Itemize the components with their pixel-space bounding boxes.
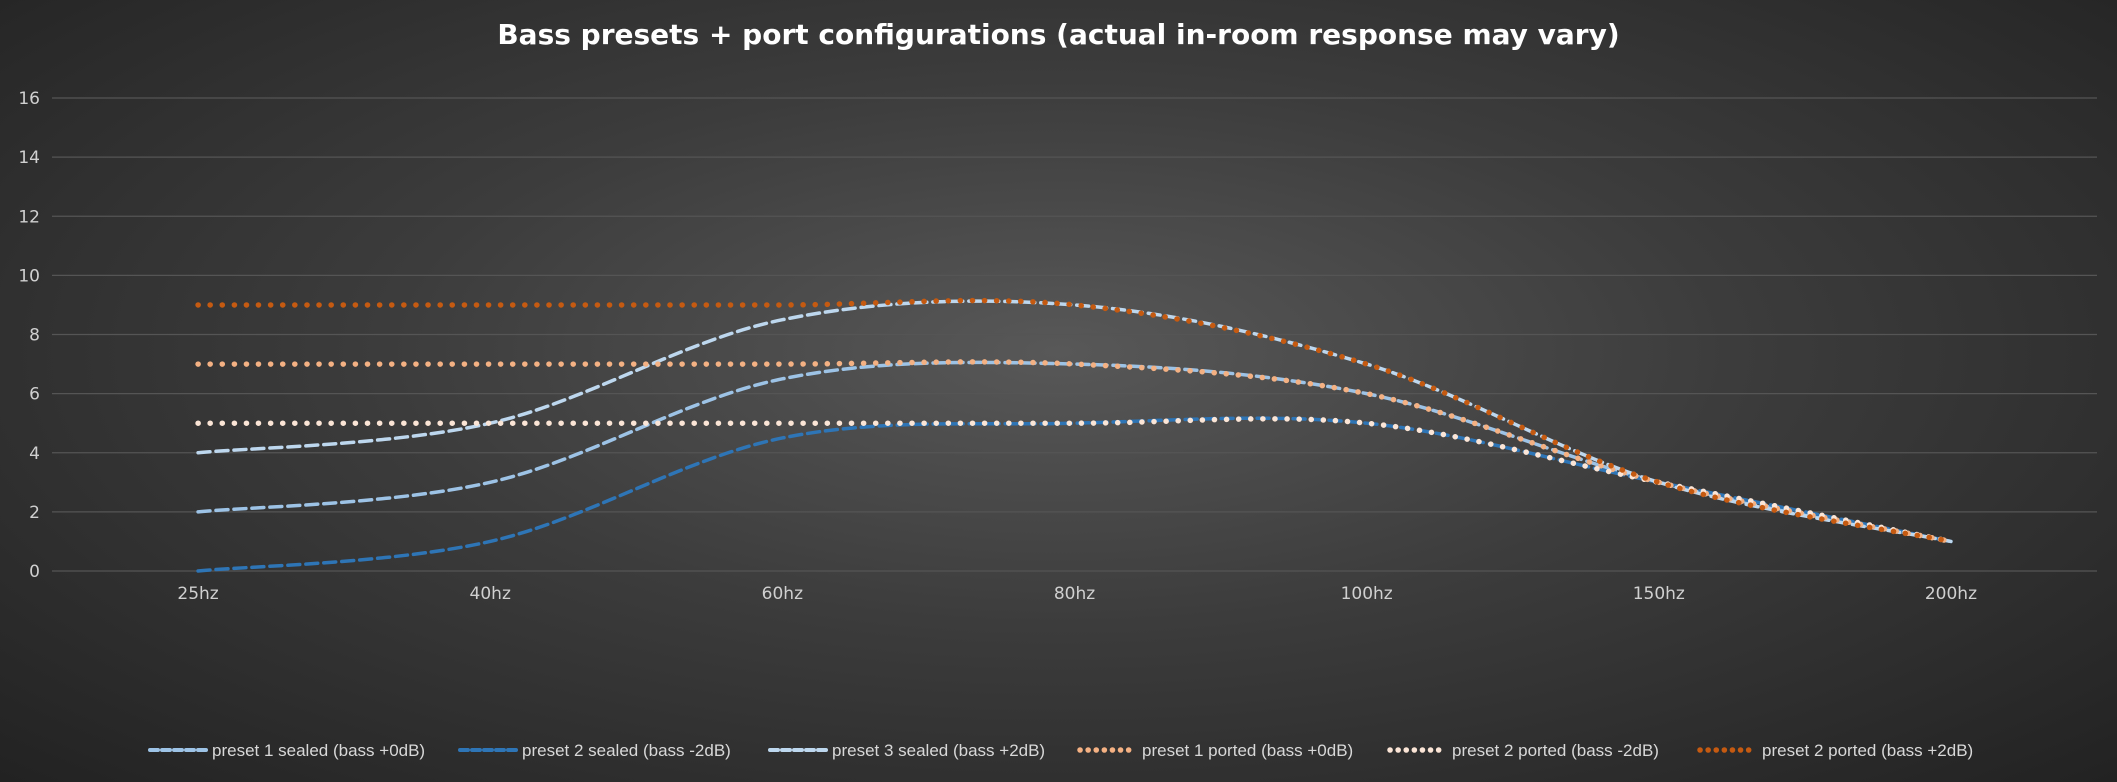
y-tick-label: 12 (18, 207, 40, 227)
legend-label: preset 2 ported (bass +2dB) (1762, 741, 1973, 760)
series-line-5 (195, 416, 1954, 545)
y-tick-label: 8 (29, 326, 40, 346)
x-tick-label: 80hz (1054, 584, 1095, 604)
y-tick-label: 10 (18, 266, 40, 286)
legend-label: preset 3 sealed (bass +2dB) (832, 741, 1045, 760)
x-tick-label: 100hz (1341, 584, 1393, 604)
y-tick-label: 14 (18, 148, 40, 168)
x-tick-label: 40hz (470, 584, 511, 604)
series-line-1 (196, 360, 1953, 544)
legend-label: preset 1 sealed (bass +0dB) (212, 741, 425, 760)
series-line-2 (196, 416, 1953, 573)
series-line-6 (195, 297, 1954, 545)
legend-label: preset 1 ported (bass +0dB) (1142, 741, 1353, 760)
y-tick-label: 6 (29, 385, 40, 405)
x-tick-label: 150hz (1633, 584, 1685, 604)
x-tick-label: 200hz (1925, 584, 1977, 604)
y-tick-label: 2 (29, 503, 40, 523)
x-tick-label: 25hz (177, 584, 218, 604)
y-tick-label: 0 (29, 562, 40, 582)
chart-title: Bass presets + port configurations (actu… (497, 18, 1620, 51)
series-line-4 (195, 359, 1954, 545)
x-tick-label: 60hz (762, 584, 803, 604)
legend-label: preset 2 sealed (bass -2dB) (522, 741, 731, 760)
series-line-3 (196, 299, 1953, 544)
y-tick-label: 4 (29, 444, 40, 464)
y-tick-label: 16 (18, 89, 40, 109)
legend-label: preset 2 ported (bass -2dB) (1452, 741, 1659, 760)
